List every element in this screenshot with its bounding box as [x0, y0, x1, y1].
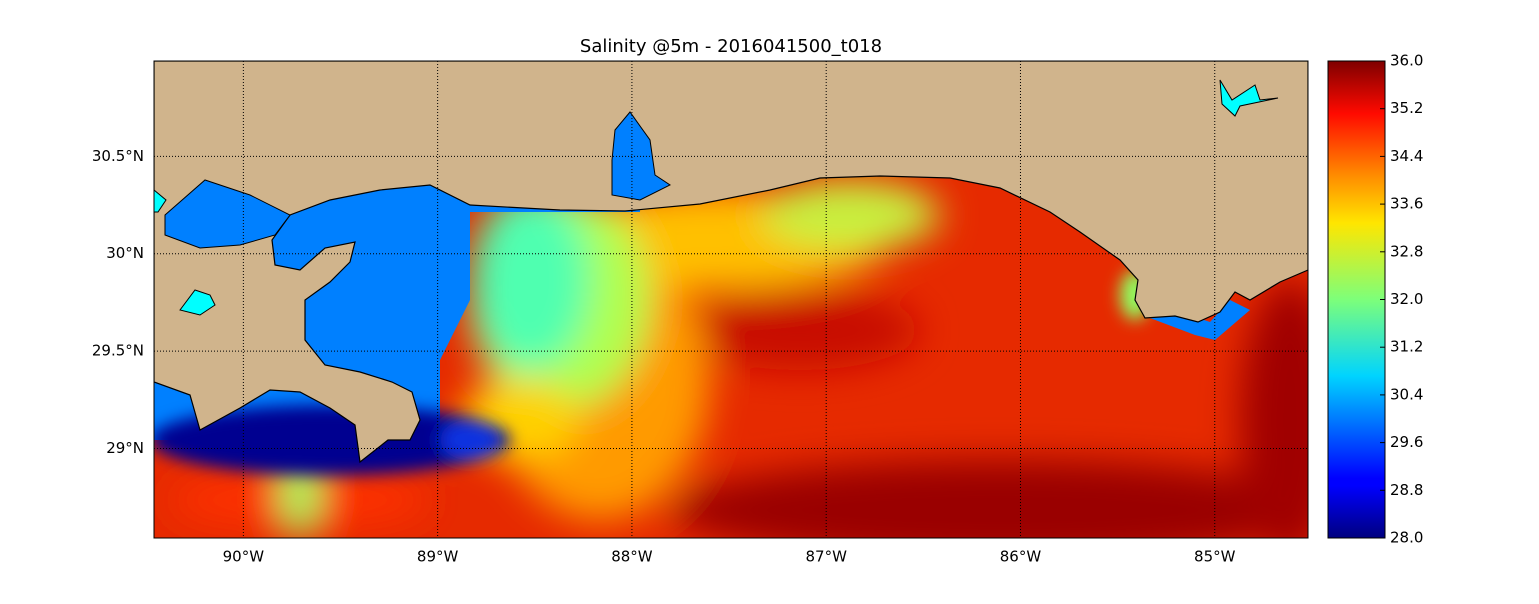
lake	[1219, 79, 1279, 117]
colorbar-tick-label: 31.2	[1390, 338, 1423, 356]
plot-frame	[153, 60, 1309, 539]
map-title: Salinity @5m - 2016041500_t018	[580, 36, 882, 57]
y-tick-label: 29.5°N	[92, 342, 144, 360]
salinity-field	[154, 61, 1308, 538]
colorbar	[1327, 60, 1386, 539]
colorbar-tick-label: 33.6	[1390, 195, 1423, 213]
colorbar-tick-label: 35.2	[1390, 99, 1423, 117]
lake	[179, 289, 216, 316]
colorbar-tick-label: 28.0	[1390, 529, 1423, 547]
colorbar-tick-label: 32.8	[1390, 242, 1423, 260]
y-tick-label: 29°N	[106, 439, 144, 457]
lake	[164, 179, 291, 249]
y-tick-label: 30°N	[106, 244, 144, 262]
x-tick-label: 89°W	[417, 548, 459, 566]
land	[154, 61, 1308, 464]
colorbar-tick-label: 32.0	[1390, 290, 1423, 308]
colorbar-tick-label: 36.0	[1390, 52, 1423, 70]
y-tick-label: 30.5°N	[92, 147, 144, 165]
x-tick-label: 88°W	[611, 548, 653, 566]
x-tick-label: 87°W	[805, 548, 847, 566]
colorbar-tick-label: 28.8	[1390, 481, 1423, 499]
lake	[154, 189, 167, 213]
grid	[154, 61, 1308, 538]
colorbar-tick-label: 29.6	[1390, 433, 1423, 451]
x-tick-label: 86°W	[1000, 548, 1042, 566]
x-tick-label: 85°W	[1194, 548, 1236, 566]
colorbar-tick-label: 34.4	[1390, 147, 1423, 165]
x-tick-label: 90°W	[223, 548, 265, 566]
colorbar-tick-label: 30.4	[1390, 385, 1423, 403]
